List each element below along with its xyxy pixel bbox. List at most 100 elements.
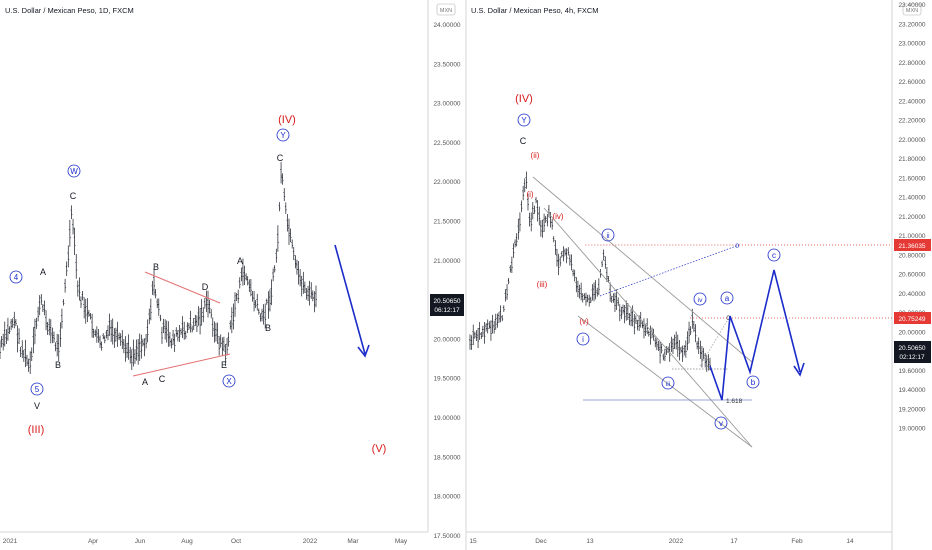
left-y-tick-label: 19.00000	[433, 415, 460, 422]
left-last-price-badge: 20.50650 06:12:17	[430, 294, 464, 316]
svg-text:c: c	[772, 251, 776, 260]
right-currency-badge: MXN	[902, 3, 922, 16]
wave-label-iv-red: (iv)	[552, 212, 563, 221]
right-y-axis: 23.40000 23.20000 23.00000 22.80000 22.60000…	[898, 2, 925, 433]
svg-text:02:12:17: 02:12:17	[899, 354, 925, 361]
wave-label-X-circle: X	[222, 374, 236, 388]
right-y-tick-label: 21.60000	[898, 175, 925, 182]
svg-text:v: v	[719, 419, 723, 428]
wave-label-B-2: B	[153, 262, 159, 272]
wave-label-b-circle: b	[746, 375, 760, 389]
svg-text:ii: ii	[606, 233, 610, 240]
fib-extension-diagonal	[599, 244, 740, 297]
left-y-tick-label: 23.00000	[433, 101, 460, 108]
right-y-tick-label: 19.40000	[898, 387, 925, 394]
right-channel-middle	[543, 207, 753, 448]
right-y-tick-label: 21.40000	[898, 195, 925, 202]
svg-text:iii: iii	[666, 381, 670, 388]
fib-1618-label: 1.618	[726, 398, 743, 405]
right-x-tick-label: 14	[846, 538, 854, 545]
right-x-tick-label: 17	[730, 538, 738, 545]
svg-text:a: a	[725, 294, 730, 303]
right-y-tick-label: 23.00000	[898, 41, 925, 48]
right-y-tick-label: 22.80000	[898, 60, 925, 67]
right-channel-upper	[532, 176, 753, 363]
wave-label-i-red: (i)	[526, 190, 533, 199]
wave-label-a-circle: a	[720, 291, 734, 305]
wave-label-W-circle: W	[67, 164, 81, 178]
fib-zero-label: 0	[735, 243, 739, 250]
wave-label-5-circle: 5	[30, 382, 44, 396]
right-x-tick-label: Feb	[791, 538, 803, 545]
wave-label-V: V	[34, 401, 40, 411]
left-y-tick-label: 21.00000	[433, 258, 460, 265]
svg-text:20.50650: 20.50650	[898, 345, 925, 352]
left-triangle-upper-line	[144, 271, 221, 304]
wave-label-iv-circle: iv	[693, 292, 707, 306]
left-y-tick-label: 24.00000	[433, 22, 460, 29]
wave-label-A-1: A	[40, 267, 46, 277]
left-currency-badge: MXN	[436, 3, 456, 16]
right-y-tick-label: 20.00000	[898, 329, 925, 336]
svg-text:MXN: MXN	[440, 8, 452, 14]
left-x-tick-label: Oct	[231, 538, 241, 545]
wave-label-IV: (IV)	[278, 114, 296, 126]
right-chart-title: U.S. Dollar / Mexican Peso, 4h, FXCM	[471, 6, 599, 15]
right-forecast-path	[709, 269, 805, 401]
svg-text:20.75249: 20.75249	[898, 316, 925, 323]
left-y-tick-label: 22.50000	[433, 140, 460, 147]
right-y-tick-label: 22.20000	[898, 118, 925, 125]
left-y-tick-label: 22.00000	[433, 179, 460, 186]
right-y-tick-label: 19.60000	[898, 368, 925, 375]
wave-label-c-circle: c	[767, 248, 781, 262]
svg-text:b: b	[751, 378, 756, 387]
wave-label-B-3: B	[265, 323, 271, 333]
wave-label-B-1: B	[55, 360, 61, 370]
left-x-tick-label: Aug	[181, 538, 193, 545]
left-y-tick-label: 17.50000	[433, 533, 460, 540]
right-y-tick-label: 21.80000	[898, 156, 925, 163]
left-y-tick-label: 18.50000	[433, 454, 460, 461]
left-forecast-arrow	[334, 244, 370, 358]
right-y-tick-label: 22.00000	[898, 137, 925, 144]
wave-label-Y-circle: Y	[276, 128, 290, 142]
svg-text:Y: Y	[521, 116, 527, 125]
right-channel-lower	[577, 315, 753, 448]
fib-zero-label-2: 0	[726, 315, 730, 322]
right-y-tick-label: 19.20000	[898, 406, 925, 413]
wave-label-4-circle: 4	[9, 270, 23, 284]
svg-text:06:12:17: 06:12:17	[434, 307, 460, 314]
left-x-tick-label: Jun	[135, 538, 146, 545]
right-y-tick-label: 19.00000	[898, 426, 925, 433]
wave-label-iii-circle: iii	[661, 376, 675, 390]
right-x-axis: 15 Dec 13 2022 17 Feb 14	[469, 538, 854, 545]
wave-label-C-1: C	[70, 191, 77, 201]
right-y-tick-label: 20.40000	[898, 291, 925, 298]
wave-label-E: E	[221, 360, 227, 370]
wave-label-v-circle: v	[714, 416, 728, 430]
wave-label-C-3: C	[277, 153, 284, 163]
right-x-tick-label: 15	[469, 538, 477, 545]
right-y-tick-label: 21.20000	[898, 214, 925, 221]
right-y-tick-label: 21.00000	[898, 233, 925, 240]
wave-label-v-red: (v)	[579, 317, 589, 326]
left-x-tick-label: May	[395, 538, 408, 545]
wave-label-ii-circle: ii	[601, 228, 615, 242]
left-x-tick-label: 2021	[3, 538, 18, 545]
svg-text:5: 5	[35, 385, 40, 394]
right-x-tick-label: 13	[586, 538, 594, 545]
wave-label-V-target: (V)	[372, 443, 387, 455]
svg-text:W: W	[70, 167, 78, 176]
wave-label-D: D	[202, 282, 209, 292]
left-triangle-lower-line	[132, 353, 231, 377]
left-y-tick-label: 18.00000	[433, 494, 460, 501]
svg-text:4: 4	[14, 273, 19, 282]
wave-label-A-2: A	[142, 377, 148, 387]
fib-diagonal-small	[699, 315, 731, 367]
left-x-tick-label: 2022	[303, 538, 318, 545]
right-wave-label-Y-circle: Y	[517, 113, 531, 127]
left-x-tick-label: Mar	[347, 538, 359, 545]
wave-label-iii-red: (iii)	[537, 280, 548, 289]
left-price-bars	[0, 162, 317, 375]
